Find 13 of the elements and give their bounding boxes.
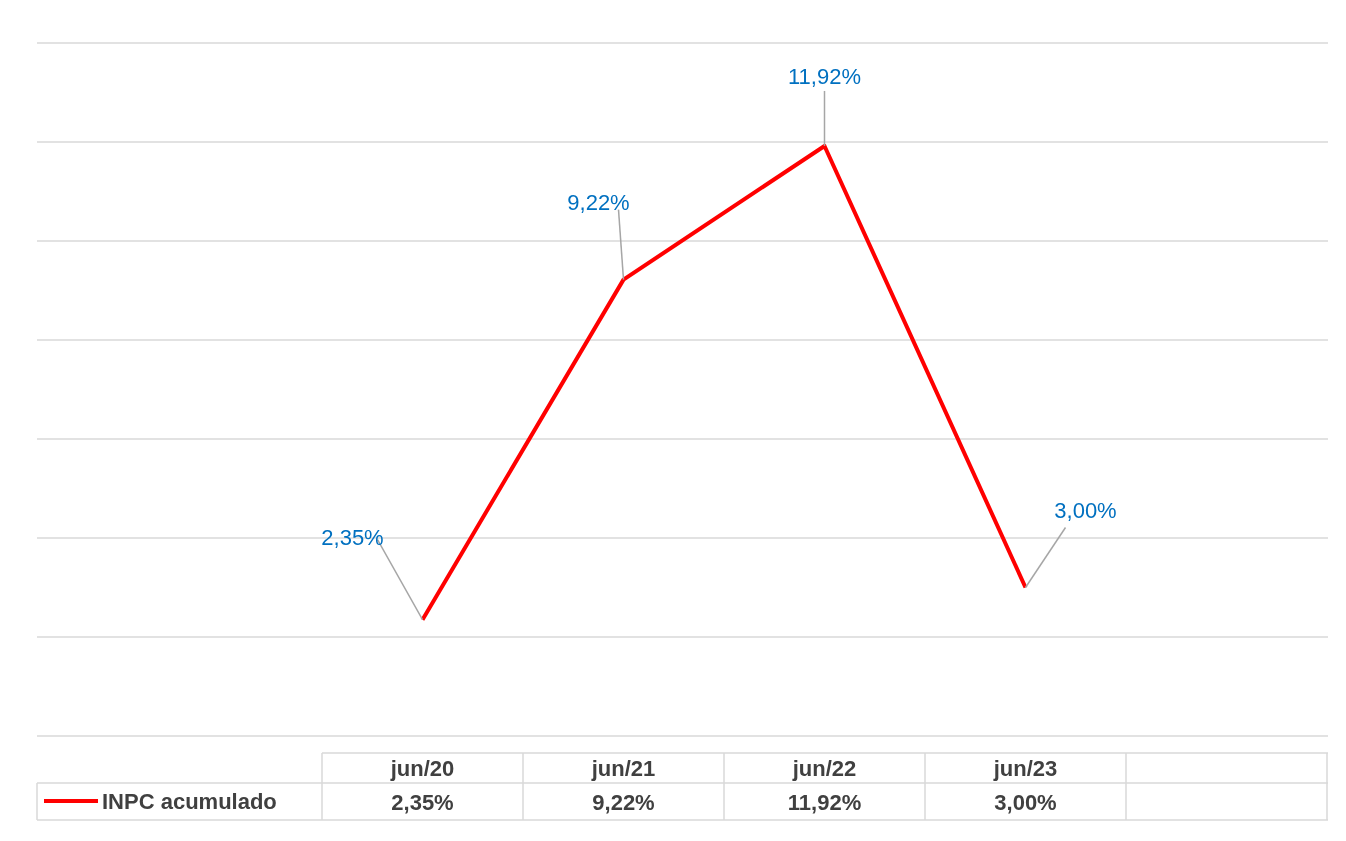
x-tick-label: jun/21 — [590, 756, 656, 781]
data-label: 2,35% — [391, 790, 454, 815]
text: 2,35% — [321, 524, 384, 550]
text: 9,22% — [567, 189, 630, 215]
x-tick-label: jun/23 — [992, 756, 1058, 781]
text: 3,00% — [1054, 497, 1117, 523]
legend-label: INPC acumulado — [102, 789, 277, 814]
x-tick-label: jun/20 — [389, 756, 455, 781]
x-tick-label: jun/22 — [791, 756, 857, 781]
data-label: 9,22% — [592, 790, 655, 815]
text: 11,92% — [788, 63, 861, 89]
data-label: 11,92% — [787, 790, 862, 815]
data-label: 3,00% — [994, 790, 1057, 815]
